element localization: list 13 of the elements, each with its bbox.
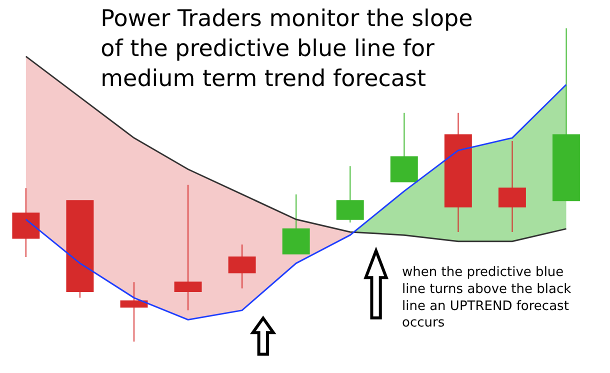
candlestick	[12, 188, 40, 258]
candlestick	[390, 112, 418, 182]
candlestick	[552, 28, 580, 202]
candlestick	[336, 166, 364, 224]
candlestick	[174, 184, 202, 311]
annotation: when the predictive blue line turns above the black line an UPTREND forecast occurs	[402, 265, 572, 331]
candlestick	[498, 140, 526, 232]
candlestick	[444, 112, 472, 232]
candlestick	[66, 200, 94, 298]
candlestick	[228, 244, 256, 289]
chart-title: Power Traders monitor the slope of the predictive blue line for medium term trend forecast	[100, 6, 473, 92]
candlestick	[282, 194, 310, 254]
candlestick	[120, 282, 148, 342]
